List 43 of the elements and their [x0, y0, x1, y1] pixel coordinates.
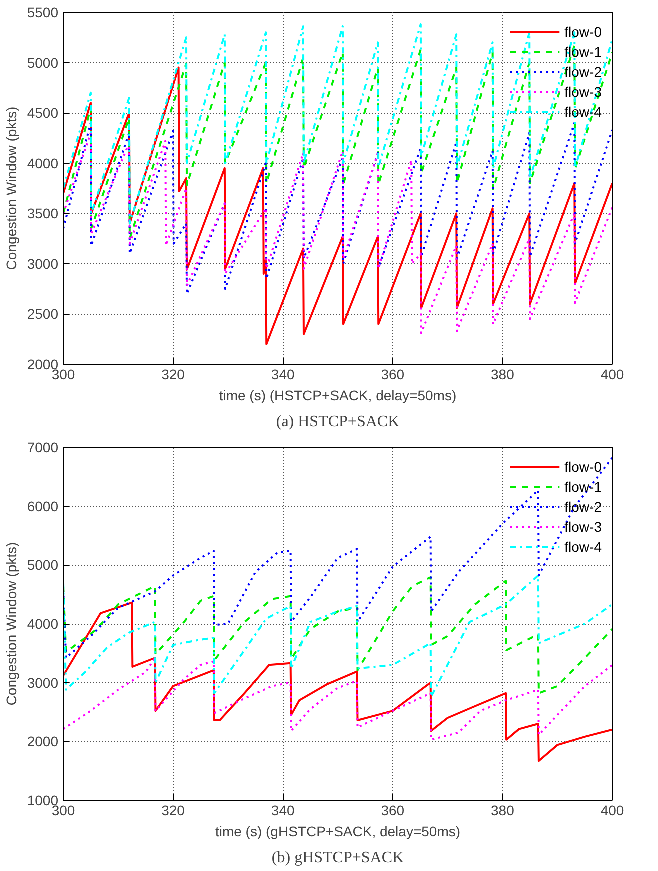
legend-label: flow-2 [564, 499, 602, 515]
x-tick-label: 360 [381, 366, 405, 382]
y-tick-label: 3500 [27, 206, 59, 222]
y-tick-label: 5500 [27, 4, 59, 20]
x-axis-title: time (s) (HSTCP+SACK, delay=50ms) [219, 388, 457, 404]
x-tick-label: 360 [381, 802, 405, 818]
y-tick-label: 7000 [27, 440, 59, 456]
y-axis-title: Congestion Window (pkts) [3, 106, 20, 270]
legend-label: flow-1 [564, 479, 602, 495]
line-series [64, 602, 612, 762]
y-tick-label: 4000 [27, 616, 59, 632]
legend-label: flow-0 [564, 459, 602, 475]
y-tick-label: 4500 [27, 105, 59, 122]
y-axis-title: Congestion Window (pkts) [3, 542, 20, 706]
x-tick-label: 380 [491, 366, 515, 382]
line-series [64, 122, 612, 296]
legend-label: flow-3 [564, 519, 602, 535]
y-tick-label: 3000 [27, 674, 59, 691]
y-tick-label: 2500 [27, 306, 59, 322]
line-series [64, 66, 612, 346]
x-tick-label: 400 [600, 802, 624, 818]
y-tick-label: 2000 [27, 734, 59, 750]
y-tick-label: 4000 [27, 155, 59, 172]
y-tick-label: 3000 [27, 256, 59, 272]
y-tick-label: 5000 [27, 557, 59, 574]
x-tick-label: 400 [600, 366, 624, 382]
text: (b) gHSTCP+SACK [272, 850, 405, 866]
y-tick-label: 5000 [27, 54, 59, 71]
line-series [64, 132, 612, 334]
legend-label: flow-0 [564, 24, 602, 40]
x-axis-title: time (s) (gHSTCP+SACK, delay=50ms) [215, 824, 461, 840]
line-series [64, 44, 612, 240]
x-tick-label: 380 [491, 802, 515, 818]
x-tick-label: 320 [162, 802, 186, 818]
x-tick-label: 320 [162, 366, 186, 382]
text: (a) HSTCP+SACK [276, 414, 400, 430]
y-tick-label: 6000 [27, 498, 59, 514]
x-tick-label: 340 [271, 366, 295, 382]
line-series [64, 457, 612, 660]
line-series [64, 657, 612, 741]
legend-label: flow-4 [564, 539, 602, 555]
x-tick-label: 340 [271, 802, 295, 818]
line-series [64, 24, 612, 225]
